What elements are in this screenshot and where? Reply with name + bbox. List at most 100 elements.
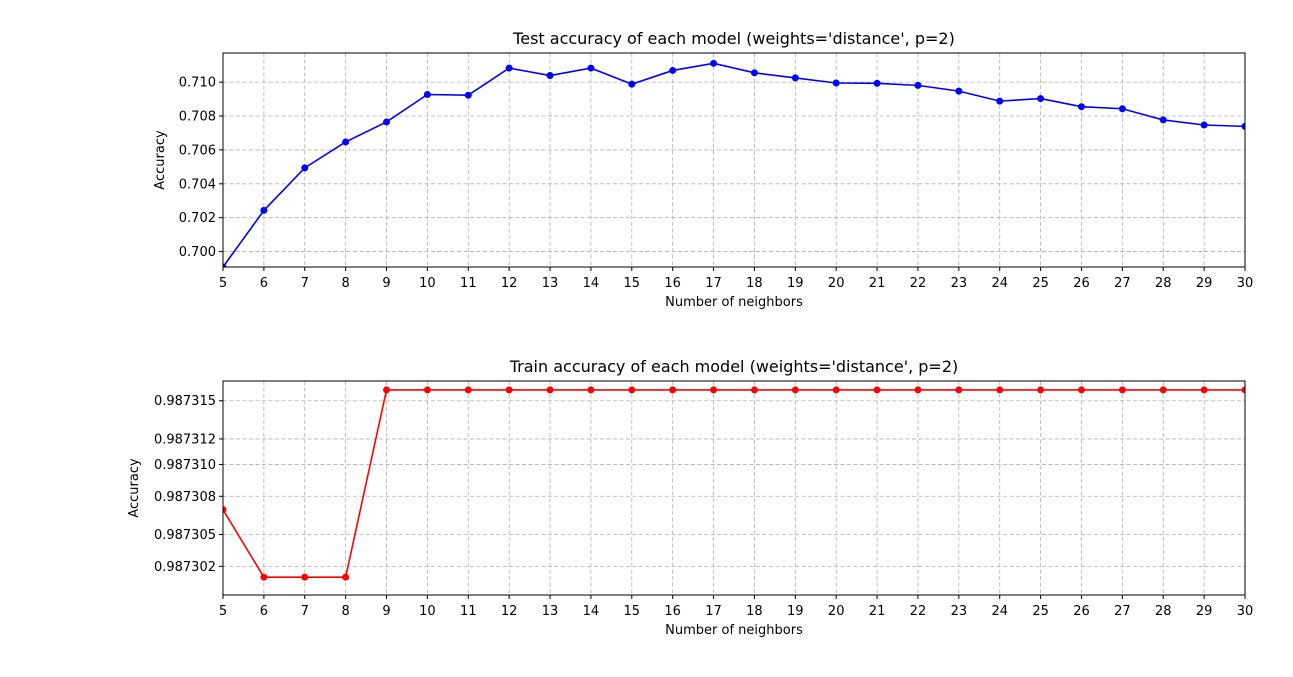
test-data-point	[342, 138, 350, 146]
train-x-tick-label: 30	[1237, 604, 1254, 619]
train-x-tick-label: 25	[1032, 604, 1049, 619]
train-data-point	[260, 573, 268, 581]
test-data-point	[996, 97, 1004, 105]
train-x-tick-label: 7	[301, 604, 309, 619]
train-x-tick-label: 27	[1114, 604, 1131, 619]
test-x-tick-label: 28	[1155, 276, 1172, 291]
test-y-tick-label: 0.710	[179, 76, 216, 91]
train-x-tick-label: 5	[219, 604, 227, 619]
train-data-point	[914, 386, 922, 394]
train-x-tick-label: 6	[260, 604, 268, 619]
test-y-tick-label: 0.708	[179, 110, 216, 125]
test-x-tick-label: 7	[301, 276, 309, 291]
test-data-point	[223, 263, 227, 267]
test-x-tick-label: 22	[910, 276, 927, 291]
train-data-point	[464, 386, 472, 394]
train-data-point	[223, 506, 227, 514]
test-x-tick-label: 8	[341, 276, 349, 291]
test-x-tick-label: 11	[460, 276, 477, 291]
test-data-point	[260, 206, 268, 214]
train-x-tick-label: 22	[910, 604, 927, 619]
test-y-tick-label: 0.702	[179, 211, 216, 226]
train-y-tick-label: 0.987305	[154, 528, 216, 543]
test-x-tick-label: 16	[664, 276, 681, 291]
test-accuracy-plot: 5 6 7 8 9 10 11 12 13 14 15 16 17 18 19 20 21 22 23 24 25 26 2…	[153, 29, 1253, 310]
test-x-tick-label: 6	[260, 276, 268, 291]
train-data-point	[1241, 386, 1245, 394]
test-data-point	[505, 64, 513, 72]
train-data-point	[791, 386, 799, 394]
train-data-point	[342, 573, 350, 581]
test-data-point	[1118, 105, 1126, 113]
train-x-axis-label: Number of neighbors	[665, 623, 803, 638]
test-x-axis-label: Number of neighbors	[665, 295, 803, 310]
test-x-tick-label: 27	[1114, 276, 1131, 291]
train-x-tick-label: 11	[460, 604, 477, 619]
test-x-tick-label: 12	[501, 276, 518, 291]
test-x-tick-label: 23	[951, 276, 968, 291]
test-data-point	[832, 79, 840, 87]
train-data-point	[505, 386, 513, 394]
test-data-point	[423, 91, 431, 99]
train-accuracy-line	[223, 389, 1245, 578]
train-axes-frame	[222, 380, 1246, 596]
train-data-point	[873, 386, 881, 394]
test-data-point	[955, 87, 963, 95]
test-x-tick-label: 13	[542, 276, 559, 291]
train-x-tick-label: 8	[341, 604, 349, 619]
test-x-tick-label: 15	[624, 276, 641, 291]
train-x-tick-label: 9	[382, 604, 390, 619]
train-data-point	[996, 386, 1004, 394]
train-x-tick-label: 16	[664, 604, 681, 619]
train-data-point	[750, 386, 758, 394]
train-data-point	[546, 386, 554, 394]
test-x-tick-label: 10	[419, 276, 436, 291]
test-x-tick-label: 5	[219, 276, 227, 291]
train-x-tick-label: 28	[1155, 604, 1172, 619]
test-data-point	[628, 80, 636, 88]
test-data-point	[1200, 121, 1208, 129]
train-data-point	[1077, 386, 1085, 394]
train-accuracy-plot: 5 6 7 8 9 10 11 12 13 14 15 16 17 18 19 20 21 22 23 24 25 26 2…	[127, 357, 1253, 638]
test-data-point	[587, 64, 595, 72]
train-data-point	[423, 386, 431, 394]
train-x-tick-label: 24	[991, 604, 1008, 619]
test-data-point	[301, 164, 309, 172]
train-chart-title: Train accuracy of each model (weights='d…	[509, 357, 959, 376]
test-x-tick-label: 9	[382, 276, 390, 291]
train-y-tick-label: 0.987315	[154, 394, 216, 409]
test-accuracy-line	[223, 62, 1245, 267]
test-data-point	[873, 79, 881, 87]
train-y-tick-label: 0.987308	[154, 490, 216, 505]
train-x-tick-label: 10	[419, 604, 436, 619]
test-y-tick-label: 0.706	[179, 143, 216, 158]
test-x-tick-label: 25	[1032, 276, 1049, 291]
train-x-tick-label: 23	[951, 604, 968, 619]
train-x-tick-label: 18	[746, 604, 763, 619]
train-data-point	[1118, 386, 1126, 394]
test-x-tick-label: 19	[787, 276, 804, 291]
test-data-point	[546, 72, 554, 80]
train-data-point	[301, 573, 309, 581]
test-x-tick-label: 20	[828, 276, 845, 291]
test-x-tick-label: 14	[583, 276, 600, 291]
train-data-point	[832, 386, 840, 394]
test-x-tick-label: 30	[1237, 276, 1254, 291]
test-x-tick-label: 18	[746, 276, 763, 291]
test-data-point	[1241, 122, 1245, 130]
test-x-tick-label: 24	[991, 276, 1008, 291]
train-data-point	[710, 386, 718, 394]
test-axes-frame	[222, 52, 1246, 268]
train-x-tick-label: 12	[501, 604, 518, 619]
train-y-tick-label: 0.987302	[154, 560, 216, 575]
test-x-tick-label: 17	[705, 276, 722, 291]
train-x-tick-label: 15	[624, 604, 641, 619]
train-data-point	[628, 386, 636, 394]
test-y-tick-label: 0.700	[179, 245, 216, 260]
train-data-point	[669, 386, 677, 394]
test-y-tick-label: 0.704	[179, 177, 216, 192]
test-data-point	[464, 91, 472, 99]
train-x-tick-label: 26	[1073, 604, 1090, 619]
test-x-tick-label: 21	[869, 276, 886, 291]
